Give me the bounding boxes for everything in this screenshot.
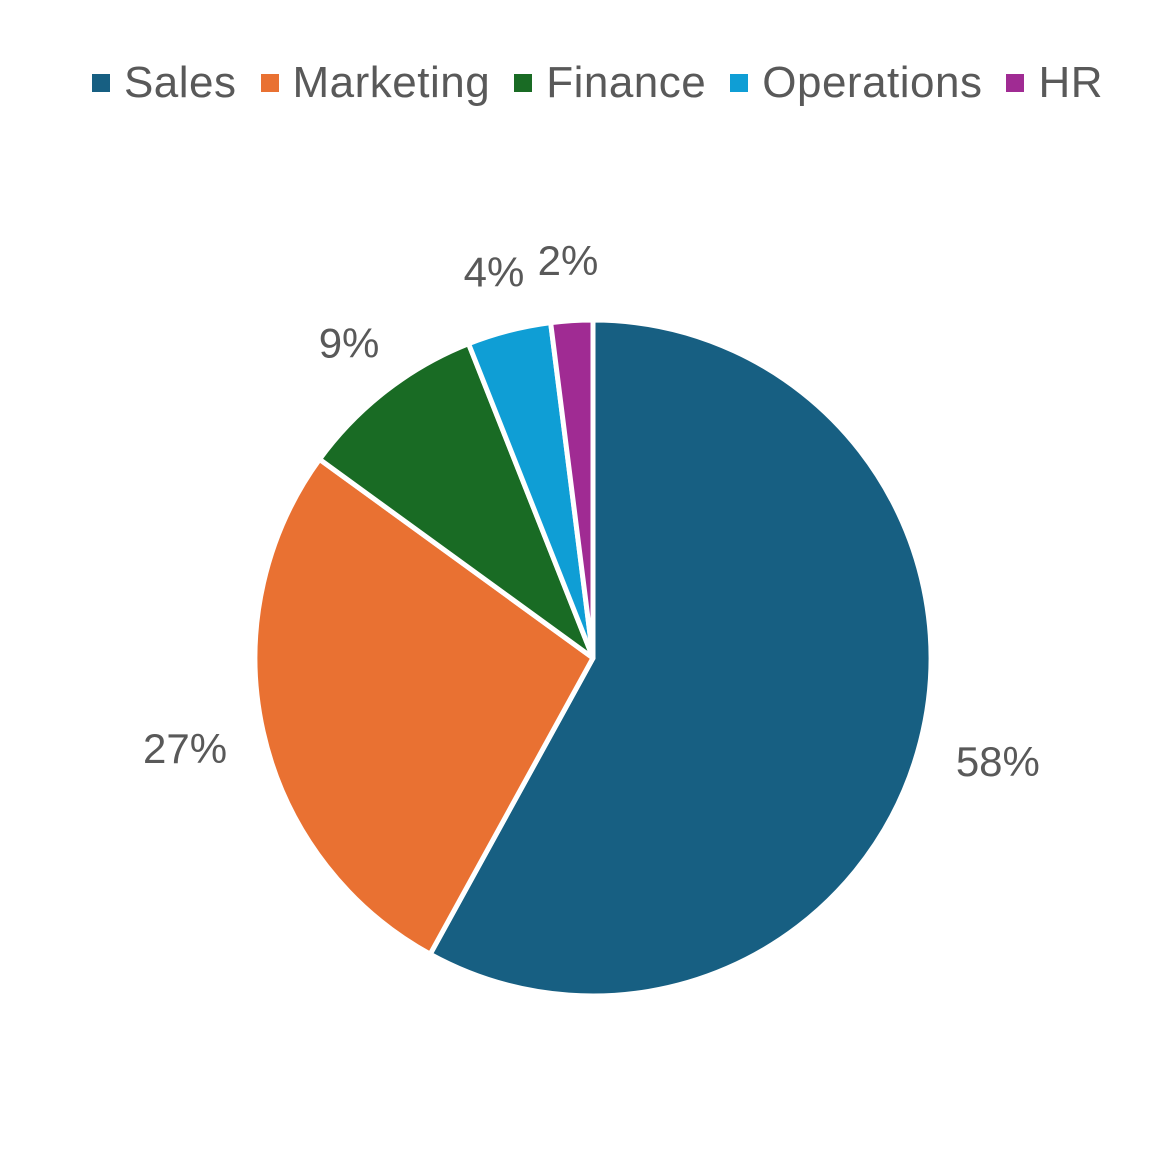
legend-swatch [91, 74, 110, 92]
legend-swatch [730, 74, 749, 92]
legend-label: HR [1038, 58, 1104, 107]
legend-item-hr: HR [1006, 58, 1103, 108]
data-label-finance: 9% [319, 320, 380, 367]
legend: Sales Marketing Finance Operations HR [0, 58, 1169, 108]
legend-label: Marketing [292, 58, 491, 107]
legend-label: Sales [123, 58, 237, 107]
legend-item-sales: Sales [91, 58, 237, 108]
legend-swatch [514, 74, 533, 92]
pie-slice-marketing [252, 456, 596, 957]
data-label-sales: 58% [956, 738, 1040, 785]
data-label-marketing: 27% [143, 725, 227, 772]
legend-swatch [1006, 74, 1025, 92]
legend-item-finance: Finance [514, 58, 706, 108]
legend-item-marketing: Marketing [260, 58, 491, 108]
data-label-operations: 4% [464, 249, 525, 296]
pie-slice-hr [548, 317, 596, 661]
legend-label: Finance [546, 58, 707, 107]
pie-slice-sales [427, 317, 934, 999]
legend-swatch [260, 74, 279, 92]
pie-slice-finance [317, 341, 596, 661]
data-label-hr: 2% [538, 237, 599, 284]
legend-label: Operations [762, 58, 983, 107]
legend-item-operations: Operations [730, 58, 982, 108]
